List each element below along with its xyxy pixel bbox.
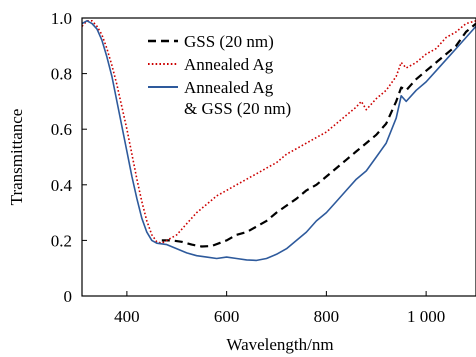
axes: [81, 17, 476, 297]
x-tick-label: 600: [214, 307, 240, 326]
y-axis-label: Transmittance: [7, 109, 26, 206]
y-tick-label: 1.0: [51, 9, 72, 28]
legend-label-3-line2: & GSS (20 nm): [184, 99, 291, 118]
series-line-2: [82, 19, 476, 244]
y-tick-label: 0: [64, 287, 73, 306]
legend-label-1: GSS (20 nm): [184, 32, 274, 51]
plot-frame: [81, 17, 476, 297]
legend-label-3: Annealed Ag: [184, 78, 274, 97]
y-tick-label: 0.8: [51, 65, 72, 84]
x-tick-label: 400: [114, 307, 140, 326]
series-line-3: [82, 19, 476, 262]
y-tick-label: 0.6: [51, 120, 72, 139]
series-layer: [82, 19, 476, 262]
y-tick-label: 0.2: [51, 231, 72, 250]
x-tick-label: 800: [314, 307, 340, 326]
y-tick-label: 0.4: [51, 176, 73, 195]
x-tick-label: 1 000: [407, 307, 445, 326]
legend-label-2: Annealed Ag: [184, 55, 274, 74]
ticks: 0 0.2 0.4 0.6 0.8 1.0 400 600 800 1 000: [51, 9, 446, 326]
series-line-1: [161, 22, 476, 248]
legend: GSS (20 nm) Annealed Ag Annealed Ag & GSS (…: [148, 32, 291, 118]
x-axis-label: Wavelength/nm: [226, 335, 333, 354]
